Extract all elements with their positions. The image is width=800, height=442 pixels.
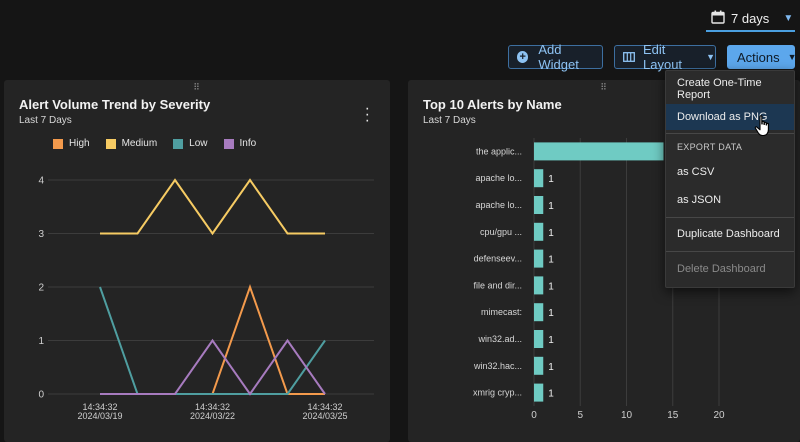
bar-value-label: 1 (548, 174, 554, 185)
menu-divider (666, 133, 794, 134)
chevron-down-icon: ▼ (706, 52, 715, 62)
legend-swatch (53, 138, 63, 149)
plus-circle-icon: + (517, 51, 529, 63)
hand-pointer-icon (754, 115, 772, 142)
menu-item-export-csv[interactable]: as CSV (677, 166, 715, 178)
bar-value-label: 1 (548, 281, 554, 292)
y-tick-label: 1 (38, 336, 44, 347)
actions-button[interactable]: Actions ▼ (727, 45, 797, 69)
bar-value-label: 1 (548, 255, 554, 266)
category-label: mimecast: (481, 307, 522, 317)
add-widget-button[interactable]: + Add Widget (508, 42, 603, 72)
menu-item-export-json[interactable]: as JSON (677, 194, 722, 206)
bar (534, 303, 544, 322)
legend-item-high[interactable]: High (53, 138, 90, 149)
menu-divider (666, 217, 794, 218)
y-tick-label: 2 (38, 283, 44, 294)
bar-value-label: 1 (548, 201, 554, 212)
bar-value-label: 1 (548, 308, 554, 319)
bar-value-label: 1 (548, 389, 554, 400)
legend-label: Info (239, 138, 257, 149)
category-label: xmrig cryp... (473, 388, 522, 398)
y-tick-label: 3 (38, 229, 44, 240)
bar (534, 249, 544, 268)
severity-line-chart: 0123414:34:322024/03/1914:34:322024/03/2… (38, 176, 374, 421)
dashboard-toolbar: 7 days ▼ + Add Widget Edit Layout ▼ Acti… (0, 0, 800, 80)
widget-title: Top 10 Alerts by Name (423, 97, 562, 112)
alert-volume-widget: ⠿ Alert Volume Trend by Severity Last 7 … (4, 80, 390, 442)
menu-divider (666, 251, 794, 252)
bar (534, 276, 544, 295)
category-label: apache lo... (475, 200, 522, 210)
category-label: win32.ad... (477, 334, 522, 344)
x-tick-label: 14:34:32 (195, 402, 230, 412)
menu-item-delete: Delete Dashboard (677, 263, 766, 275)
series-line-info (100, 338, 326, 396)
kebab-menu-icon[interactable]: · · · (364, 100, 370, 129)
bar (534, 142, 664, 161)
legend-item-info[interactable]: Info (223, 138, 257, 149)
widget-subtitle: Last 7 Days (19, 115, 72, 126)
legend-swatch (223, 138, 234, 149)
bar (534, 383, 544, 402)
x-tick-label: 0 (531, 410, 537, 421)
category-label: apache lo... (475, 173, 522, 183)
calendar-icon (711, 10, 725, 27)
x-tick-label: 14:34:32 (307, 402, 342, 412)
y-tick-label: 4 (38, 176, 44, 187)
x-tick-label: 14:34:32 (82, 402, 117, 412)
x-tick-label: 20 (713, 410, 725, 421)
category-label: the applic... (476, 146, 522, 156)
category-label: defenseev... (474, 254, 522, 264)
widget-subtitle: Last 7 Days (423, 115, 476, 126)
legend-swatch (173, 138, 184, 149)
legend-label: Medium (121, 138, 158, 149)
x-tick-label: 2024/03/19 (77, 411, 122, 421)
series-line-medium (100, 178, 325, 236)
chevron-down-icon: ▼ (787, 52, 797, 62)
drag-handle-icon[interactable]: ⠿ (600, 82, 608, 92)
legend-item-low[interactable]: Low (173, 138, 208, 149)
menu-section-export: EXPORT DATA (677, 142, 743, 152)
bar (534, 169, 544, 188)
bar-value-label: 1 (548, 362, 554, 373)
drag-handle-icon[interactable]: ⠿ (193, 82, 201, 92)
category-label: file and dir... (473, 280, 522, 290)
widget-title: Alert Volume Trend by Severity (19, 97, 211, 112)
add-widget-label: Add Widget (538, 42, 579, 72)
menu-item-download-png[interactable]: Download as PNG (666, 104, 794, 130)
bar (534, 330, 544, 348)
x-tick-label: 10 (621, 410, 633, 421)
actions-menu: Create One-Time Report Download as PNG E… (665, 70, 795, 288)
chart-legend: High Medium Low Info (53, 138, 256, 149)
legend-label: Low (189, 138, 208, 149)
x-tick-label: 5 (577, 410, 583, 421)
edit-layout-button[interactable]: Edit Layout ▼ (614, 42, 716, 72)
columns-icon (623, 50, 635, 65)
bar-value-label: 1 (548, 228, 554, 239)
bar (534, 356, 544, 375)
date-range-label: 7 days (731, 10, 770, 26)
legend-item-medium[interactable]: Medium (105, 138, 158, 149)
bar (534, 196, 544, 214)
x-tick-label: 15 (667, 410, 679, 421)
bar (534, 222, 544, 241)
chevron-down-icon: ▼ (783, 12, 794, 24)
category-label: cpu/gpu ... (480, 227, 522, 237)
legend-label: High (69, 138, 90, 149)
y-tick-label: 0 (38, 390, 44, 401)
legend-swatch (105, 138, 116, 149)
x-tick-label: 2024/03/22 (190, 411, 235, 421)
actions-label: Actions (737, 49, 780, 65)
menu-item-create-report[interactable]: Create One-Time Report (677, 77, 762, 101)
date-range-selector[interactable]: 7 days ▼ (706, 6, 795, 32)
menu-item-duplicate[interactable]: Duplicate Dashboard (677, 228, 780, 240)
bar-value-label: 1 (548, 335, 554, 346)
category-label: win32.hac... (473, 361, 522, 371)
edit-layout-label: Edit Layout (643, 42, 683, 72)
top-alerts-bar-chart: 0 5 10 15 20 the applic... apache lo... 1 apache… (473, 138, 725, 421)
x-tick-label: 2024/03/25 (302, 411, 347, 421)
